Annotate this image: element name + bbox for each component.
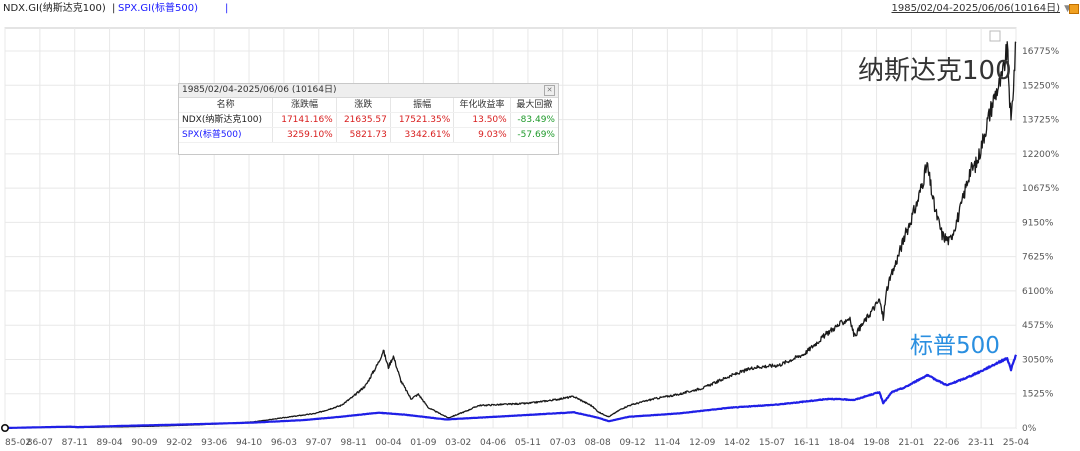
x-tick-label: 08-08 (585, 438, 611, 448)
x-tick-label: 18-04 (829, 438, 855, 448)
tab-separator: | (112, 3, 116, 14)
x-tick-label: 92-02 (166, 438, 192, 448)
legend-title-text: 1985/02/04-2025/06/06 (10164日) (182, 85, 337, 95)
maximize-icon[interactable] (989, 30, 1001, 42)
table-header-row: 名称 涨跌幅 涨跌 振幅 年化收益率 最大回撤 (179, 98, 558, 113)
legend-title: 1985/02/04-2025/06/06 (10164日) ✕ (179, 84, 558, 98)
x-tick-label: 97-07 (306, 438, 332, 448)
stats-legend-panel: 1985/02/04-2025/06/06 (10164日) ✕ 名称 涨跌幅 … (178, 83, 559, 155)
row-annual-return: 9.03% (453, 127, 511, 143)
settings-square-icon[interactable] (1069, 4, 1079, 14)
header-change-pct: 涨跌幅 (272, 98, 337, 113)
x-tick-label: 15-07 (759, 438, 785, 448)
y-tick-label: 4575% (1022, 321, 1054, 331)
table-row: NDX(纳斯达克100) 17141.16% 21635.57 17521.35… (179, 112, 558, 128)
series-lines (0, 30, 1018, 432)
x-tick-label: 22-06 (933, 438, 959, 448)
x-tick-label: 11-04 (654, 438, 680, 448)
x-tick-label: 05-11 (515, 438, 541, 448)
x-tick-label: 14-02 (724, 438, 750, 448)
y-tick-label: 7625% (1022, 253, 1054, 263)
series-tab-ndx[interactable]: NDX.GI(纳斯达克100) (3, 3, 106, 14)
close-icon[interactable]: ✕ (544, 85, 555, 96)
x-tick-label: 21-01 (898, 438, 924, 448)
x-tick-label: 87-11 (62, 438, 88, 448)
y-tick-label: 9150% (1022, 218, 1054, 228)
x-tick-label: 90-09 (131, 438, 157, 448)
x-tick-label: 98-11 (341, 438, 367, 448)
row-name: NDX(纳斯达克100) (179, 112, 274, 128)
x-tick-label: 85-02 (5, 438, 31, 448)
row-change-pct: 17141.16% (272, 112, 337, 128)
x-tick-label: 09-12 (619, 438, 645, 448)
row-annual-return: 13.50% (453, 112, 511, 128)
header-change: 涨跌 (336, 98, 391, 113)
x-tick-label: 16-11 (794, 438, 820, 448)
y-tick-label: 10675% (1022, 184, 1060, 194)
row-amplitude: 3342.61% (390, 127, 455, 143)
y-tick-label: 1525% (1022, 390, 1054, 400)
ndx-annotation: 纳斯达克100 (858, 56, 1012, 86)
y-tick-label: 12200% (1022, 150, 1060, 160)
date-range-selector[interactable]: 1985/02/04-2025/06/06(10164日) (891, 3, 1061, 14)
x-tick-label: 01-09 (410, 438, 436, 448)
x-tick-label: 96-03 (271, 438, 297, 448)
y-tick-label: 0% (1022, 424, 1037, 434)
header-name: 名称 (179, 98, 274, 113)
y-axis-labels: 0% 1525% 3050% 4575% 6100% 7625% 9150% 10675% 12… (1022, 47, 1060, 434)
x-tick-label: 12-09 (689, 438, 715, 448)
y-tick-label: 6100% (1022, 287, 1054, 297)
x-tick-label: 23-11 (968, 438, 994, 448)
row-max-drawdown: -83.49% (510, 112, 558, 128)
x-tick-label: 25-04 (1003, 438, 1029, 448)
x-tick-label: 00-04 (375, 438, 401, 448)
header-amplitude: 振幅 (390, 98, 455, 113)
x-tick-label: 04-06 (480, 438, 506, 448)
x-tick-label: 86-07 (27, 438, 53, 448)
y-tick-label: 16775% (1022, 47, 1060, 57)
y-tick-label: 15250% (1022, 81, 1060, 91)
y-tick-label: 3050% (1022, 355, 1054, 365)
series-line-spx (4, 354, 1018, 430)
row-change: 21635.57 (336, 112, 391, 128)
y-tick-label: 13725% (1022, 116, 1060, 126)
x-tick-label: 89-04 (97, 438, 123, 448)
row-name: SPX(标普500) (179, 127, 274, 143)
x-tick-label: 19-08 (863, 438, 889, 448)
series-tab-spx[interactable]: SPX.GI(标普500) (118, 3, 198, 14)
dropdown-arrow-icon[interactable]: ▼ (1064, 4, 1071, 14)
spx-annotation: 标普500 (910, 333, 1000, 359)
tab-separator: | (225, 3, 229, 14)
stats-table: 名称 涨跌幅 涨跌 振幅 年化收益率 最大回撤 NDX(纳斯达克100) 171… (179, 98, 558, 143)
row-change: 5821.73 (336, 127, 391, 143)
header-annual-return: 年化收益率 (453, 98, 511, 113)
series-tab-bar: NDX.GI(纳斯达克100) | SPX.GI(标普500) | 1985/0… (0, 0, 1080, 18)
x-tick-label: 94-10 (236, 438, 262, 448)
row-change-pct: 3259.10% (272, 127, 337, 143)
start-marker (0, 423, 10, 432)
table-row: SPX(标普500) 3259.10% 5821.73 3342.61% 9.0… (179, 127, 558, 143)
row-amplitude: 17521.35% (390, 112, 455, 128)
x-tick-label: 07-03 (550, 438, 576, 448)
x-tick-label: 93-06 (201, 438, 227, 448)
x-tick-label: 03-02 (445, 438, 471, 448)
row-max-drawdown: -57.69% (510, 127, 558, 143)
header-max-drawdown: 最大回撤 (510, 98, 558, 113)
